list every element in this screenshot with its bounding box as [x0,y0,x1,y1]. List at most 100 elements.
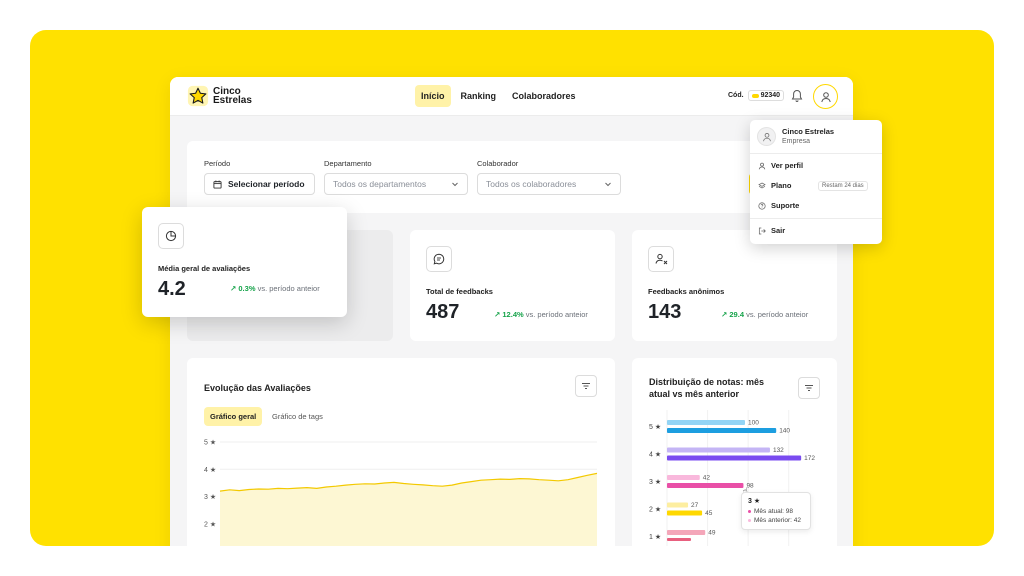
menu-user-role: Empresa [782,138,811,145]
menu-item-plan[interactable]: Plano [758,181,791,190]
bar-current[interactable] [667,483,744,488]
bar-value-label: 98 [746,483,754,490]
code-icon [751,93,759,98]
bar-current[interactable] [667,428,777,433]
evolution-title: Evolução das Avaliações [204,383,311,393]
trend-up-icon: ↗ [494,310,501,319]
distribution-title-line2: atual vs mês anterior [649,389,740,399]
total-feedbacks-title: Total de feedbacks [426,287,493,296]
trend-up-icon: ↗ [721,310,728,319]
nav-item-inicio[interactable]: Início [415,85,451,107]
total-feedbacks-delta: ↗ 12.4% vs. período anteior [494,310,588,319]
bell-icon[interactable] [791,89,803,103]
category-label: 1 ★ [649,533,661,541]
select-period-button[interactable]: Selecionar período [204,173,315,195]
evolution-card: Evolução das Avaliações Gráfico geral Gr… [187,358,615,546]
bar-value-label: 45 [705,510,713,517]
bar-current[interactable] [667,510,703,516]
total-feedbacks-card: Total de feedbacks 487 ↗ 12.4% vs. perío… [410,230,615,341]
anonymous-feedbacks-title: Feedbacks anônimos [648,287,725,296]
trend-up-icon: ↗ [230,284,237,293]
evolution-filter-button[interactable] [575,375,597,397]
collaborator-label: Colaborador [477,159,519,168]
user-icon [762,132,771,141]
logout-icon [758,227,766,234]
yellow-background: Cinco Estrelas Início Ranking Colaborado… [30,30,994,546]
code-pill[interactable]: 92340 [747,90,785,101]
department-label: Departamento [324,159,372,168]
menu-item-logout[interactable]: Sair [758,226,785,235]
menu-item-support[interactable]: Suporte [758,201,799,210]
app-window: Cinco Estrelas Início Ranking Colaborado… [170,77,853,546]
category-label: 2 ★ [649,506,661,514]
user-x-icon [655,253,667,265]
brand-name: Cinco Estrelas [213,87,252,106]
menu-item-view-profile-label: Ver perfil [771,161,804,170]
code-label: Cód. [728,92,744,99]
avatar-button[interactable] [813,84,838,109]
user-x-icon-box [648,246,674,272]
bar-value-label: 132 [773,447,784,454]
tooltip-row-current: Mês atual: 98 [748,508,804,515]
anonymous-feedbacks-card: Feedbacks anônimos 143 ↗ 29.4 vs. períod… [632,230,837,341]
tooltip-current: Mês atual: 98 [754,508,794,515]
top-bar: Cinco Estrelas Início Ranking Colaborado… [170,77,853,116]
department-select[interactable]: Todos os departamentos [324,173,468,195]
bar-current[interactable] [667,538,691,541]
y-tick-label: 4 ★ [204,466,216,474]
pie-chart-icon-box [158,223,184,249]
brand-logo[interactable]: Cinco Estrelas [187,85,252,107]
menu-item-view-profile[interactable]: Ver perfil [758,161,803,170]
y-tick-label: 3 ★ [204,493,216,501]
menu-item-plan-label: Plano [771,181,792,190]
bar-previous[interactable] [667,475,700,480]
user-icon [758,162,766,169]
message-icon [433,253,445,265]
bar-value-label: 100 [748,420,759,427]
filters-panel: Período Selecionar período Departamento … [187,141,837,213]
bar-previous[interactable] [667,502,689,508]
nav-item-ranking[interactable]: Ranking [460,91,497,101]
previous-dot-icon [748,519,751,522]
code-value: 92340 [760,92,781,99]
total-feedbacks-delta-value: 12.4% [502,310,524,319]
average-rating-title: Média geral de avaliações [158,264,251,273]
bar-value-label: 27 [691,502,699,509]
menu-item-logout-label: Sair [771,226,786,235]
evolution-area [220,473,597,546]
category-label: 4 ★ [649,451,661,459]
distribution-chart: 5 ★ 100 140 4 ★ 132 172 3 ★ 42 98 2 ★ 27 45 1 ★ 49 ☝ [649,410,815,546]
anonymous-feedbacks-delta-suffix: vs. período anteior [746,310,809,319]
department-value: Todos os departamentos [333,179,427,189]
anonymous-feedbacks-delta: ↗ 29.4 vs. período anteior [721,310,808,319]
distribution-filter-button[interactable] [798,377,820,399]
chevron-down-icon [452,182,458,187]
filter-icon [582,383,590,389]
tab-general-chart[interactable]: Gráfico geral [204,407,263,426]
bar-current[interactable] [667,455,802,461]
plan-days-badge: Restam 24 dias [818,181,868,191]
collaborator-select[interactable]: Todos os colaboradores [477,173,621,195]
total-feedbacks-value: 487 [426,301,460,323]
category-label: 3 ★ [649,478,661,486]
tab-tags-chart[interactable]: Gráfico de tags [272,412,323,421]
bar-previous[interactable] [667,420,745,425]
bar-previous[interactable] [667,447,770,453]
nav-item-colaboradores[interactable]: Colaboradores [512,91,576,101]
anonymous-feedbacks-value: 143 [648,301,682,323]
bar-value-label: 42 [703,475,711,482]
main-nav: Início Ranking Colaboradores [415,85,582,107]
hand-cursor-icon: ☝ [742,486,747,496]
evolution-line[interactable] [219,472,598,492]
distribution-title-line1: Distribuição de notas: mês [649,377,765,387]
chevron-down-icon [605,182,611,187]
help-icon [758,201,766,210]
bar-previous[interactable] [667,530,706,535]
distribution-card: Distribuição de notas: mês atual vs mês … [632,358,837,546]
menu-divider [750,218,882,219]
user-icon [820,91,831,102]
average-rating-delta-value: 0.3% [238,284,256,293]
bar-value-label: 172 [804,455,815,462]
message-icon-box [426,246,452,272]
current-dot-icon [748,510,751,513]
